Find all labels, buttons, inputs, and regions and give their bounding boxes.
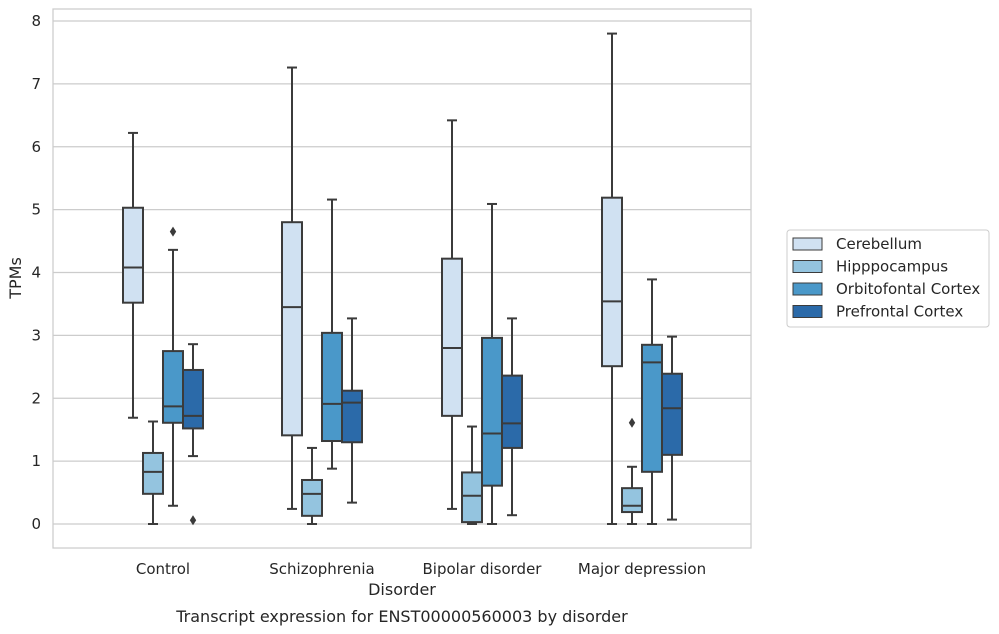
box-hipppocampus xyxy=(301,446,323,525)
chart-caption: Transcript expression for ENST0000056000… xyxy=(175,607,628,626)
box-cerebellum xyxy=(441,119,463,510)
y-tick-label: 5 xyxy=(31,201,41,219)
legend-frame xyxy=(786,229,990,328)
x-tick-labels: Control Schizophrenia Bipolar disorder Majo… xyxy=(136,560,706,578)
y-axis-label: TPMs xyxy=(6,257,25,300)
box-iqr xyxy=(661,372,683,456)
y-tick-label: 2 xyxy=(31,389,41,407)
box-cerebellum xyxy=(601,32,623,525)
legend: Cerebellum Hipppocampus Orbitofontal Corte… xyxy=(786,229,990,328)
box-series xyxy=(122,32,683,526)
box-iqr xyxy=(501,374,523,449)
legend-swatch xyxy=(792,237,823,251)
box-prefrontal-cortex xyxy=(341,317,363,504)
box-cerebellum xyxy=(281,66,303,510)
box-prefrontal-cortex xyxy=(661,335,683,521)
box-iqr xyxy=(142,451,164,495)
box-iqr xyxy=(122,206,144,304)
box-hipppocampus xyxy=(621,417,643,525)
x-tick-label: Schizophrenia xyxy=(269,560,374,578)
box-iqr xyxy=(601,196,623,368)
y-tick-label: 0 xyxy=(31,515,41,533)
box-orbitofontal-cortex xyxy=(321,198,343,470)
box-prefrontal-cortex xyxy=(182,343,204,526)
outlier-point xyxy=(189,515,197,526)
plot-background xyxy=(53,9,751,548)
outlier-point xyxy=(169,226,177,237)
box-iqr xyxy=(441,257,463,417)
outlier-point xyxy=(628,417,636,428)
plot-frame xyxy=(52,8,752,549)
x-tick-label: Bipolar disorder xyxy=(423,560,543,578)
box-iqr xyxy=(641,343,663,473)
x-tick-label: Control xyxy=(136,560,190,578)
x-axis-label: Disorder xyxy=(368,580,436,599)
box-iqr xyxy=(481,336,503,487)
box-iqr xyxy=(281,221,303,437)
y-tick-label: 8 xyxy=(31,12,41,30)
y-tick-label: 1 xyxy=(31,452,41,470)
y-tick-label: 4 xyxy=(31,264,41,282)
y-tick-labels: 0 1 2 3 4 5 6 7 8 xyxy=(31,12,41,533)
box-prefrontal-cortex xyxy=(501,317,523,517)
y-tick-label: 3 xyxy=(31,326,41,344)
box-hipppocampus xyxy=(461,425,483,525)
box-hipppocampus xyxy=(142,420,164,525)
legend-label: Prefrontal Cortex xyxy=(836,303,963,321)
x-tick-label: Major depression xyxy=(578,560,706,578)
legend-swatch xyxy=(792,260,823,273)
box-iqr xyxy=(341,389,363,444)
box-iqr xyxy=(621,487,643,514)
box-cerebellum xyxy=(122,131,144,419)
legend-label: Hipppocampus xyxy=(836,258,948,276)
legend-swatch xyxy=(792,305,823,318)
box-iqr xyxy=(301,478,323,517)
legend-swatch xyxy=(792,282,823,296)
legend-label: Cerebellum xyxy=(836,235,922,253)
box-iqr xyxy=(162,350,184,424)
legend-label: Orbitofontal Cortex xyxy=(836,280,980,298)
box-iqr xyxy=(461,471,483,524)
y-tick-label: 7 xyxy=(31,75,41,93)
y-tick-label: 6 xyxy=(31,138,41,156)
box-iqr xyxy=(182,368,204,430)
box-orbitofontal-cortex xyxy=(162,226,184,507)
box-iqr xyxy=(321,331,343,443)
